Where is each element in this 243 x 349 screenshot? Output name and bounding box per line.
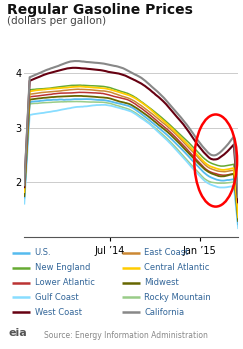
Text: Central Atlantic: Central Atlantic — [144, 263, 210, 272]
Text: Midwest: Midwest — [144, 278, 179, 287]
Text: New England: New England — [35, 263, 90, 272]
Text: California: California — [144, 308, 184, 317]
Text: Source: Energy Information Administration: Source: Energy Information Administratio… — [44, 331, 208, 340]
Text: West Coast: West Coast — [35, 308, 82, 317]
Text: (dollars per gallon): (dollars per gallon) — [7, 16, 106, 26]
Text: U.S.: U.S. — [35, 248, 51, 257]
Text: eia: eia — [9, 328, 27, 338]
Text: Regular Gasoline Prices: Regular Gasoline Prices — [7, 3, 193, 17]
Text: Rocky Mountain: Rocky Mountain — [144, 293, 211, 302]
Text: Gulf Coast: Gulf Coast — [35, 293, 78, 302]
Text: East Coast: East Coast — [144, 248, 189, 257]
Text: Lower Atlantic: Lower Atlantic — [35, 278, 95, 287]
